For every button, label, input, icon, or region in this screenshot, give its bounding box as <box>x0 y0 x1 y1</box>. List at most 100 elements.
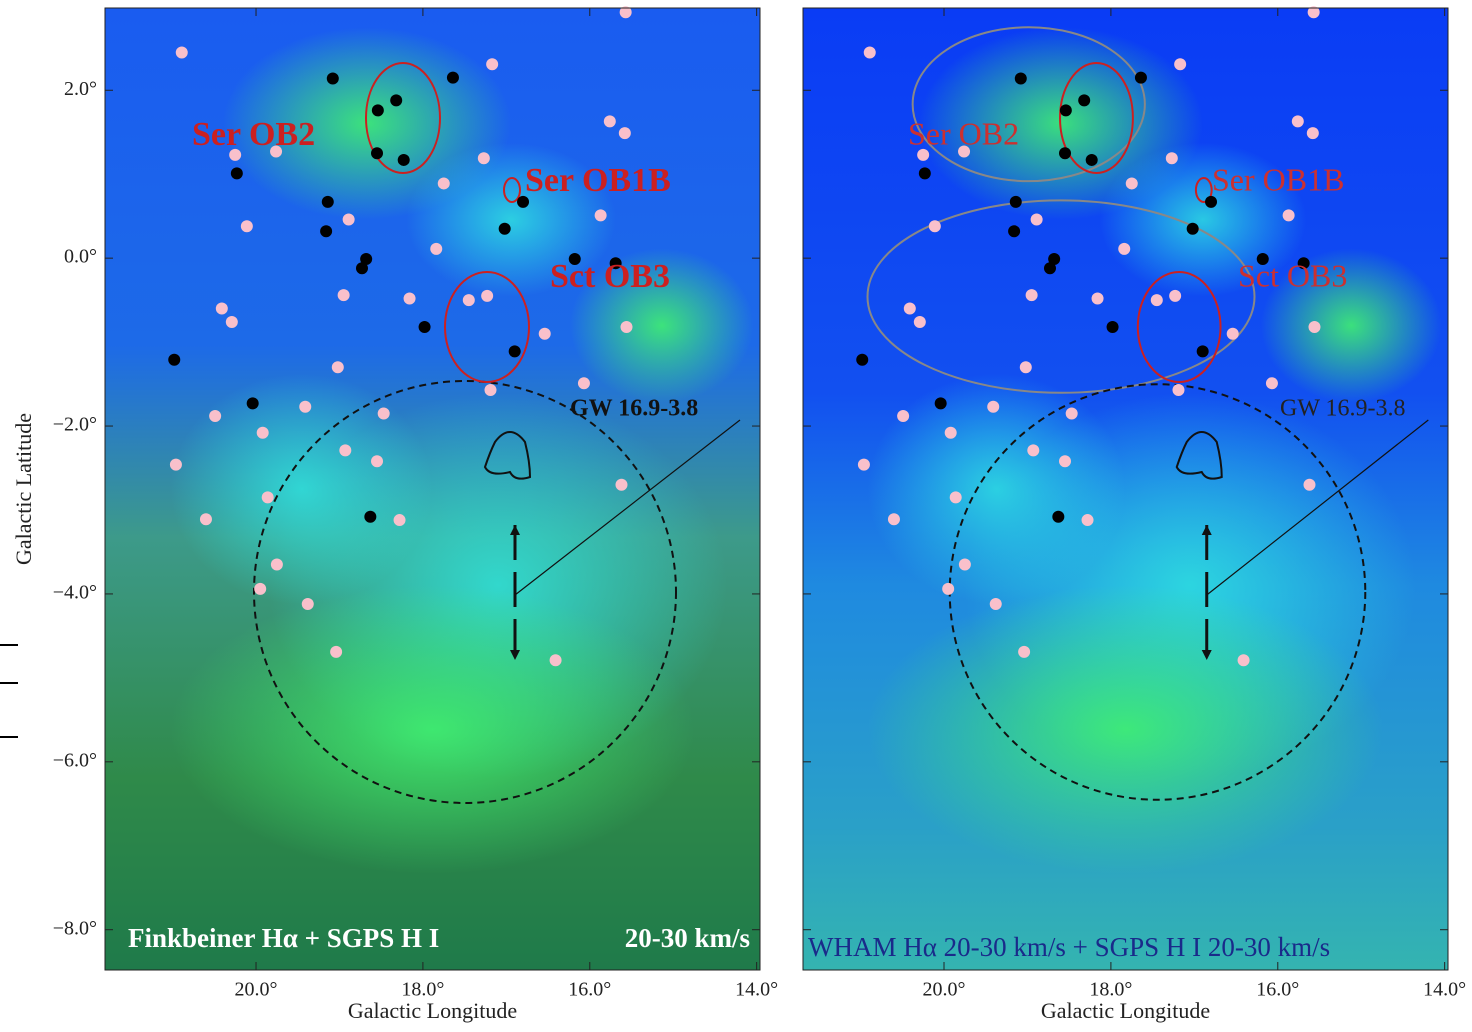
y-axis-title: Galactic Latitude <box>11 413 36 565</box>
star-pink <box>1059 455 1072 468</box>
emission-region <box>867 585 1384 874</box>
star-black <box>1043 262 1056 275</box>
star-pink <box>1150 294 1163 307</box>
star-pink <box>1306 127 1319 140</box>
star-pink <box>209 409 222 422</box>
star-pink <box>958 558 971 571</box>
x-tick-label: 18.0° <box>401 979 444 1001</box>
star-pink <box>1065 407 1078 420</box>
star-pink <box>437 177 450 190</box>
star-pink <box>549 654 562 667</box>
star-pink <box>199 513 212 526</box>
star-pink <box>577 377 590 390</box>
y-tick-label: −4.0° <box>53 582 97 604</box>
star-black <box>1256 252 1269 265</box>
star-pink <box>987 400 1000 413</box>
y-tick-label: 0.0° <box>64 246 97 268</box>
star-pink <box>377 407 390 420</box>
star-pink <box>486 58 499 71</box>
star-black <box>934 397 947 410</box>
pointer-line <box>514 419 741 596</box>
star-pink <box>169 458 182 471</box>
star-black <box>1106 320 1119 333</box>
star-pink <box>1174 58 1187 71</box>
x-tick-label: 20.0° <box>235 979 278 1001</box>
y-tick-label: −6.0° <box>53 749 97 771</box>
star-black <box>418 320 431 333</box>
star-black <box>508 345 521 358</box>
star-black <box>321 195 334 208</box>
star-black <box>517 195 530 208</box>
star-pink <box>430 242 443 255</box>
star-black <box>326 72 339 85</box>
star-pink <box>1118 242 1131 255</box>
association-ellipse <box>1194 177 1213 203</box>
star-pink <box>620 320 633 333</box>
star-black <box>1078 94 1091 107</box>
annotation: Ser OB1B <box>525 162 671 199</box>
star-black <box>246 397 259 410</box>
star-black <box>1048 252 1061 265</box>
panel: 20.0° 18.0° 16.0° 14.0° Galactic Longitude Se… <box>802 6 1466 1023</box>
star-black <box>1009 195 1022 208</box>
emission-region <box>867 373 1126 605</box>
plot-frame <box>802 7 1449 971</box>
left-edge-marks <box>0 644 18 738</box>
annotation: Ser OB2 <box>192 116 315 153</box>
star-pink <box>484 383 497 396</box>
panel: 20.0° 18.0° 16.0° 14.0° 2.0° 0.0° −2.0° −4.0° −6… <box>11 6 778 1023</box>
association-ellipse <box>444 271 530 383</box>
x-tick-label: 14.0° <box>735 979 778 1001</box>
star-pink <box>175 46 188 59</box>
x-axis-title: Galactic Longitude <box>348 998 517 1023</box>
star-pink <box>270 145 283 158</box>
star-black <box>397 153 410 166</box>
star-black <box>1085 153 1098 166</box>
annotation: GW 16.9-3.8 <box>570 396 698 422</box>
emission-region <box>170 373 433 605</box>
star-black <box>320 225 333 238</box>
emission-region <box>570 248 754 403</box>
star-black <box>1196 345 1209 358</box>
star-pink <box>1091 292 1104 305</box>
star-black <box>918 167 931 180</box>
star-black <box>168 353 181 366</box>
emission-region <box>406 142 616 297</box>
emission-region <box>1260 248 1442 403</box>
annotation: Sct OB3 <box>550 258 670 295</box>
star-black <box>1186 222 1199 235</box>
star-pink <box>225 315 238 328</box>
star-pink <box>913 315 926 328</box>
star-black <box>498 222 511 235</box>
annotation: WHAM Hα 20-30 km/s + SGPS H I 20-30 km/s <box>808 932 1330 962</box>
star-black <box>856 353 869 366</box>
star-pink <box>1226 327 1239 340</box>
star-pink <box>1308 320 1321 333</box>
star-pink <box>1030 213 1043 226</box>
gw-contour <box>1175 431 1223 480</box>
star-pink <box>1237 654 1250 667</box>
star-pink <box>618 127 631 140</box>
y-tick-label: −8.0° <box>53 917 97 939</box>
star-black <box>371 147 384 160</box>
star-black <box>1014 72 1027 85</box>
dashed-circle <box>253 380 677 804</box>
star-black <box>1008 225 1021 238</box>
star-pink <box>1172 383 1185 396</box>
star-black <box>355 262 368 275</box>
star-black <box>230 167 243 180</box>
star-black <box>1059 104 1072 117</box>
star-pink <box>301 598 314 611</box>
star-pink <box>1303 478 1316 491</box>
star-pink <box>1282 209 1295 222</box>
y-tick-label: −2.0° <box>53 414 97 436</box>
star-black <box>390 94 403 107</box>
star-pink <box>229 148 242 161</box>
star-black <box>1205 195 1218 208</box>
star-pink <box>481 289 494 302</box>
star-pink <box>299 400 312 413</box>
star-pink <box>337 289 350 302</box>
annotation: GW 16.9-3.8 <box>1280 396 1406 422</box>
